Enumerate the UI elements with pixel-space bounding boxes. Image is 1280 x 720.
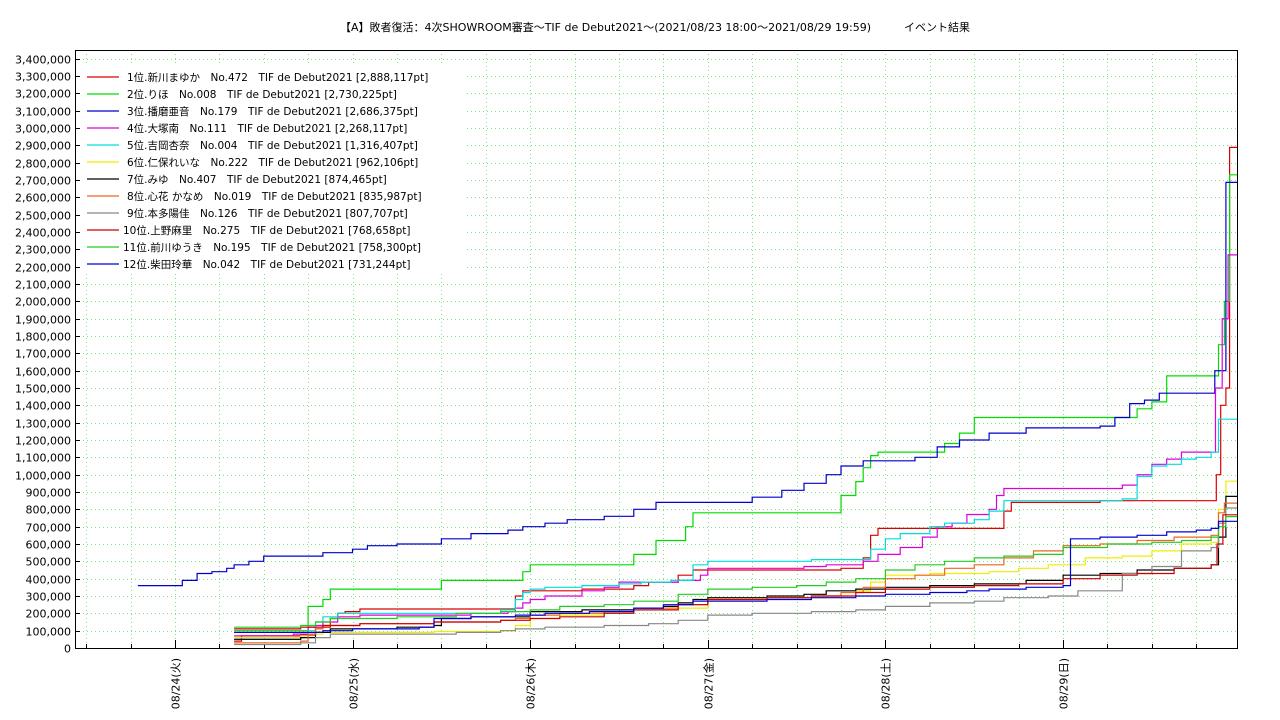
y-tick-label: 1,700,000 bbox=[15, 348, 71, 361]
legend-label-1: 1位.新川まゆか No.472 TIF de Debut2021 [2,888,… bbox=[127, 71, 428, 84]
legend-label-11: 11位.前川ゆうき No.195 TIF de Debut2021 [758,3… bbox=[123, 241, 421, 254]
y-tick-label: 500,000 bbox=[26, 556, 72, 569]
y-tick-label: 2,600,000 bbox=[15, 192, 71, 205]
legend-label-10: 10位.上野麻里 No.275 TIF de Debut2021 [768,65… bbox=[123, 224, 410, 237]
y-tick-label: 0 bbox=[64, 643, 71, 656]
plot-frame bbox=[75, 50, 1238, 649]
y-tick-label: 2,500,000 bbox=[15, 210, 71, 223]
series-line-12 bbox=[234, 520, 1237, 633]
series-line-6 bbox=[234, 480, 1237, 639]
y-tick-label: 2,400,000 bbox=[15, 227, 71, 240]
y-tick-label: 700,000 bbox=[26, 522, 72, 535]
x-tick-label: 08/29(日) bbox=[1058, 658, 1071, 709]
series-line-2 bbox=[234, 174, 1237, 632]
series-line-11 bbox=[234, 516, 1237, 628]
y-tick-label: 600,000 bbox=[26, 539, 72, 552]
y-tick-label: 2,700,000 bbox=[15, 175, 71, 188]
series-line-5 bbox=[234, 418, 1238, 640]
y-tick-label: 100,000 bbox=[26, 626, 72, 639]
y-tick-label: 3,400,000 bbox=[15, 54, 71, 67]
y-axis-ticks: 0 100,000 200,000 300,000 400,000 500,000 600,… bbox=[15, 54, 80, 656]
y-tick-label: 2,200,000 bbox=[15, 262, 71, 275]
y-tick-label: 2,000,000 bbox=[15, 296, 71, 309]
series-lines bbox=[137, 146, 1238, 646]
y-tick-label: 1,600,000 bbox=[15, 366, 71, 379]
y-tick-label: 400,000 bbox=[26, 574, 72, 587]
x-axis-ticks: 08/24(火) 08/25(水) 08/26(木) 08/27(金) 08/28(土)… bbox=[86, 640, 1197, 709]
y-tick-label: 2,800,000 bbox=[15, 158, 71, 171]
y-tick-label: 1,500,000 bbox=[15, 383, 71, 396]
x-tick-label: 08/24(火) bbox=[170, 658, 183, 709]
y-tick-label: 3,200,000 bbox=[15, 88, 71, 101]
y-tick-label: 2,900,000 bbox=[15, 140, 71, 153]
y-tick-label: 3,300,000 bbox=[15, 71, 71, 84]
y-tick-label: 3,000,000 bbox=[15, 123, 71, 136]
legend-box bbox=[80, 64, 464, 274]
legend: 1位.新川まゆか No.472 TIF de Debut2021 [2,888,… bbox=[80, 64, 464, 274]
y-tick-label: 2,100,000 bbox=[15, 279, 71, 292]
y-tick-label: 1,300,000 bbox=[15, 418, 71, 431]
x-tick-label: 08/25(水) bbox=[348, 658, 361, 709]
x-tick-label: 08/26(木) bbox=[525, 658, 538, 709]
legend-label-3: 3位.播磨亜音 No.179 TIF de Debut2021 [2,686,3… bbox=[127, 105, 418, 118]
y-tick-label: 1,900,000 bbox=[15, 314, 71, 327]
y-tick-label: 1,400,000 bbox=[15, 400, 71, 413]
legend-label-5: 5位.吉岡杏奈 No.004 TIF de Debut2021 [1,316,4… bbox=[127, 139, 418, 152]
x-tick-label: 08/27(金) bbox=[702, 658, 716, 709]
y-tick-label: 2,300,000 bbox=[15, 244, 71, 257]
legend-label-9: 9位.本多陽佳 No.126 TIF de Debut2021 [807,707… bbox=[127, 207, 408, 220]
legend-label-2: 2位.りほ No.008 TIF de Debut2021 [2,730,225… bbox=[127, 88, 397, 101]
legend-label-6: 6位.仁保れいな No.222 TIF de Debut2021 [962,10… bbox=[127, 156, 418, 169]
series-line-4 bbox=[234, 254, 1237, 637]
y-tick-label: 1,000,000 bbox=[15, 470, 71, 483]
series-line-8 bbox=[234, 502, 1237, 644]
y-tick-label: 1,200,000 bbox=[15, 435, 71, 448]
y-tick-label: 300,000 bbox=[26, 591, 72, 604]
legend-label-4: 4位.大塚南 No.111 TIF de Debut2021 [2,268,11… bbox=[127, 122, 407, 135]
legend-label-7: 7位.みゆ No.407 TIF de Debut2021 [874,465pt… bbox=[127, 173, 387, 186]
chart-title: 【A】敗者復活：4次SHOWROOM審査〜TIF de Debut2021〜(2… bbox=[339, 21, 971, 34]
y-tick-label: 1,100,000 bbox=[15, 452, 71, 465]
series-line-10 bbox=[234, 514, 1237, 630]
y-tick-label: 200,000 bbox=[26, 608, 72, 621]
y-tick-label: 1,800,000 bbox=[15, 331, 71, 344]
y-tick-label: 900,000 bbox=[26, 487, 72, 500]
legend-label-12: 12位.柴田玲華 No.042 TIF de Debut2021 [731,24… bbox=[123, 258, 410, 271]
x-tick-label: 08/28(土) bbox=[880, 658, 893, 709]
y-tick-label: 3,100,000 bbox=[15, 106, 71, 119]
y-tick-label: 800,000 bbox=[26, 504, 72, 517]
legend-label-8: 8位.心花 かなめ No.019 TIF de Debut2021 [835,9… bbox=[127, 190, 422, 203]
series-line-3 bbox=[137, 181, 1237, 587]
series-line-9 bbox=[234, 507, 1237, 646]
